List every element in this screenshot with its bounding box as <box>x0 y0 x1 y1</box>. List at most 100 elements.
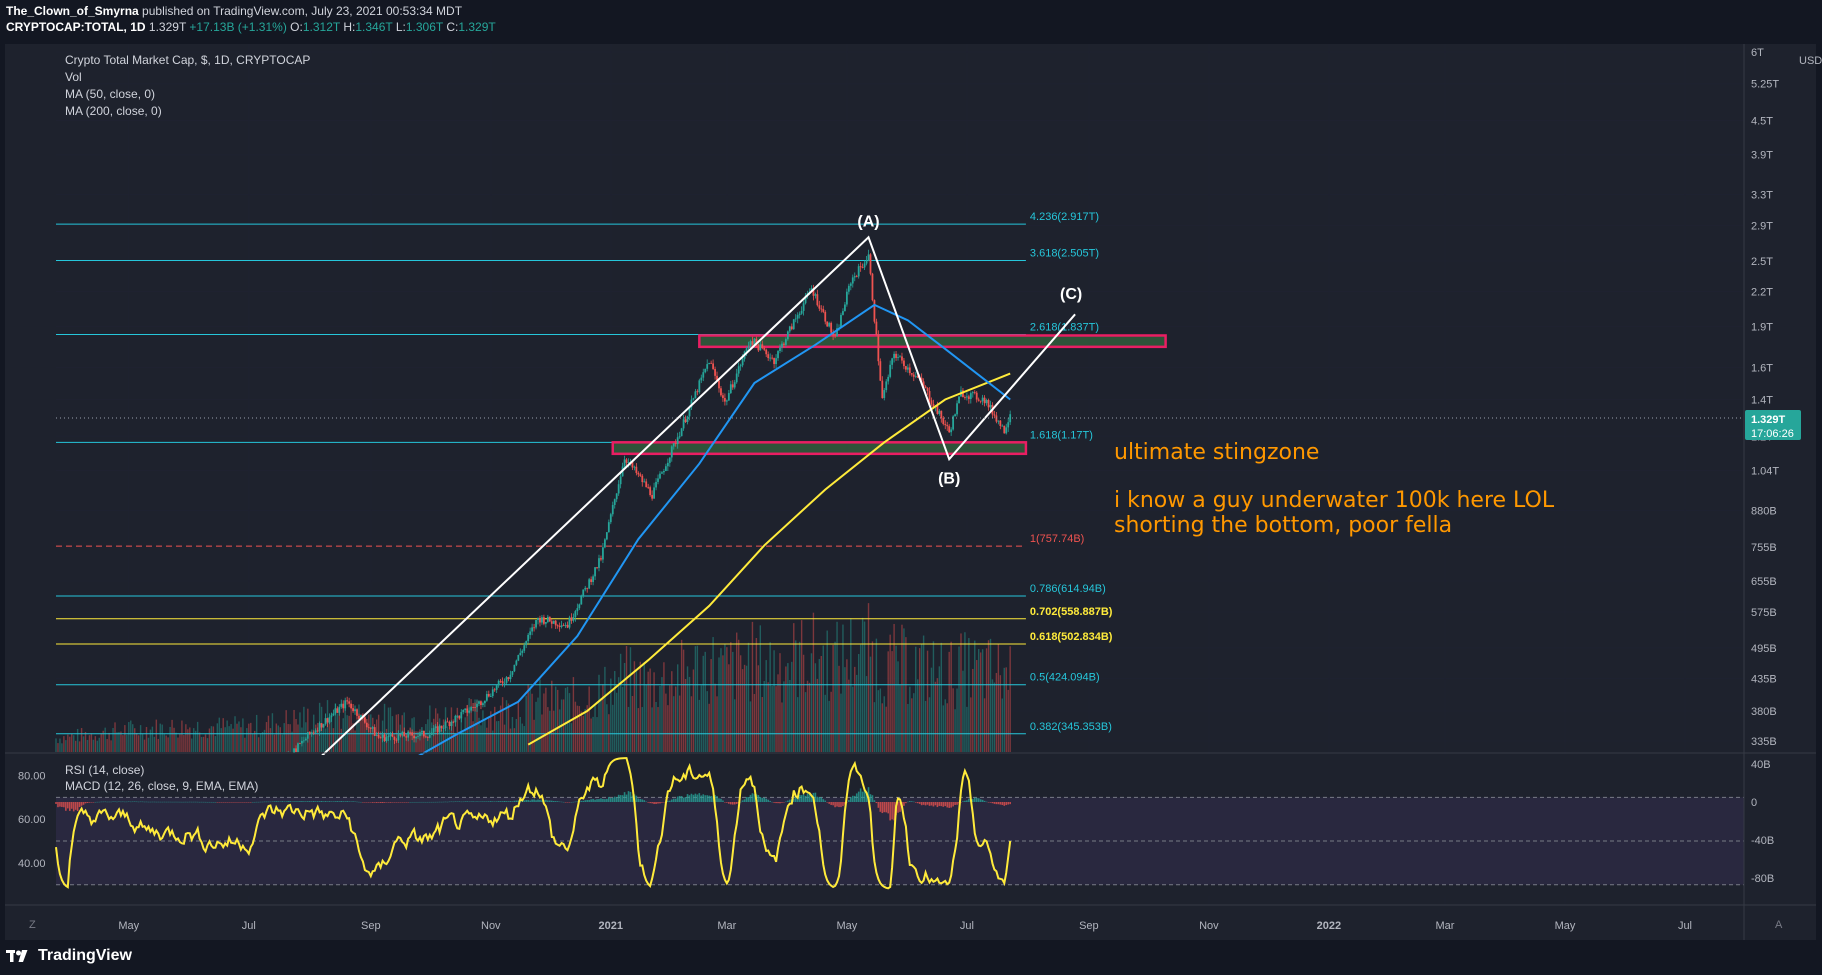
candle-body <box>747 346 750 349</box>
author-link[interactable]: The_Clown_of_Smyrna <box>6 4 139 18</box>
volume-bar <box>141 734 144 752</box>
volume-bar <box>958 646 960 752</box>
volume-bar <box>289 724 291 752</box>
volume-bar <box>374 733 376 752</box>
macd-bar <box>86 802 89 803</box>
timezone-button[interactable]: Z <box>29 919 36 931</box>
volume-bar <box>360 714 362 752</box>
volume-bar <box>555 686 557 752</box>
volume-bar <box>480 725 482 752</box>
time-tick-label: May <box>836 920 857 932</box>
candle-body <box>873 300 876 322</box>
macd-bar <box>129 801 132 803</box>
note-line-1[interactable]: i know a guy underwater 100k here LOL <box>1114 488 1555 513</box>
time-tick-label: 2022 <box>1317 920 1341 932</box>
macd-bar <box>126 801 128 803</box>
zone-rect[interactable] <box>611 441 1028 456</box>
candle-body <box>422 730 425 737</box>
volume-bar <box>911 698 913 752</box>
volume-bar <box>507 703 510 752</box>
candle-body <box>875 321 878 335</box>
candle-body <box>729 384 732 394</box>
auto-scale-button[interactable]: A <box>1775 919 1783 931</box>
macd-bar <box>96 801 99 803</box>
volume-bar <box>682 649 685 752</box>
volume-bar <box>798 641 801 752</box>
legend-ma50[interactable]: MA (50, close, 0) <box>65 87 155 101</box>
volume-bar <box>777 674 779 752</box>
macd-bar <box>932 802 935 807</box>
candle-body <box>607 522 610 533</box>
candle-body <box>725 400 728 402</box>
macd-bar <box>417 801 419 803</box>
volume-bar <box>604 666 606 752</box>
candle-body <box>507 677 510 680</box>
volume-bar <box>208 728 211 752</box>
macd-bar <box>877 802 880 808</box>
volume-bar <box>419 729 421 752</box>
macd-axis[interactable]: 40B 0 -40B -80B <box>1751 759 1774 885</box>
time-axis[interactable]: May Jul Sep Nov 2021 Mar May Jul Sep Nov 2022 Mar Ma… <box>118 920 1692 932</box>
candle-body <box>783 343 785 345</box>
macd-bar <box>63 802 65 808</box>
macd-bar <box>954 802 956 805</box>
macd-bar <box>918 802 921 804</box>
volume-bar <box>741 669 744 752</box>
candle-body <box>818 305 821 309</box>
volume-bar <box>602 684 604 752</box>
volume-bar <box>222 718 224 752</box>
macd-bar <box>438 801 441 803</box>
candle-body <box>409 731 412 733</box>
volume-bar <box>173 727 175 752</box>
volume-bar <box>818 659 821 752</box>
note-line-2[interactable]: shorting the bottom, poor fella <box>1114 513 1452 538</box>
candle-body <box>700 377 703 381</box>
price-axis[interactable]: 6T 5.25T 4.5T 3.9T 3.3T 2.9T 2.5T 2.2T 1.9T 1.6T 1… <box>1751 47 1779 748</box>
legend-macd[interactable]: MACD (12, 26, close, 9, EMA, EMA) <box>65 779 258 793</box>
macd-bar <box>987 802 990 803</box>
candle-body <box>417 735 419 737</box>
tradingview-logo-icon <box>6 950 28 962</box>
current-price-tag-bg <box>1745 410 1801 440</box>
macd-bar <box>985 801 988 803</box>
legend-title[interactable]: Crypto Total Market Cap, $, 1D, CRYPTOCA… <box>65 53 310 67</box>
tradingview-logo[interactable]: TradingView <box>6 947 132 965</box>
candle-body <box>438 725 441 733</box>
abc-wave-lines[interactable] <box>313 235 1076 765</box>
volume-bar <box>501 697 504 752</box>
zone-note-text[interactable]: ultimate stingzone <box>1114 440 1319 465</box>
volume-bar <box>684 679 687 752</box>
macd-bar <box>381 802 384 803</box>
price-tick-label: 1.4T <box>1751 394 1773 406</box>
volume-bar <box>194 730 197 752</box>
candle-body <box>609 514 612 523</box>
volume-bar <box>503 724 506 752</box>
volume-bar <box>1003 667 1005 752</box>
macd-bar <box>608 796 610 802</box>
macd-bar <box>962 801 964 802</box>
price-tick-label: 5.25T <box>1751 79 1779 91</box>
volume-bar <box>773 650 775 752</box>
volume-bar <box>751 621 754 752</box>
candle-body <box>983 397 986 404</box>
legend-vol[interactable]: Vol <box>65 70 82 84</box>
candle-body <box>578 604 581 609</box>
volume-bar <box>324 728 327 752</box>
macd-bar <box>393 802 396 803</box>
zone-rect[interactable] <box>698 334 1167 349</box>
macd-bar <box>240 802 242 803</box>
macd-bar <box>299 801 301 802</box>
volume-bar <box>277 725 280 752</box>
candle-body <box>670 446 673 458</box>
candle-body <box>611 504 614 515</box>
legend-ma200[interactable]: MA (200, close, 0) <box>65 104 162 118</box>
volume-bar <box>275 723 278 752</box>
candle-body <box>724 398 726 402</box>
rsi-tick-label: 40.00 <box>18 858 46 870</box>
volume-bar <box>737 639 740 752</box>
candle-body <box>405 736 408 738</box>
legend-rsi[interactable]: RSI (14, close) <box>65 763 144 777</box>
volume-bar <box>132 724 134 752</box>
currency-label[interactable]: USD <box>1799 55 1822 67</box>
